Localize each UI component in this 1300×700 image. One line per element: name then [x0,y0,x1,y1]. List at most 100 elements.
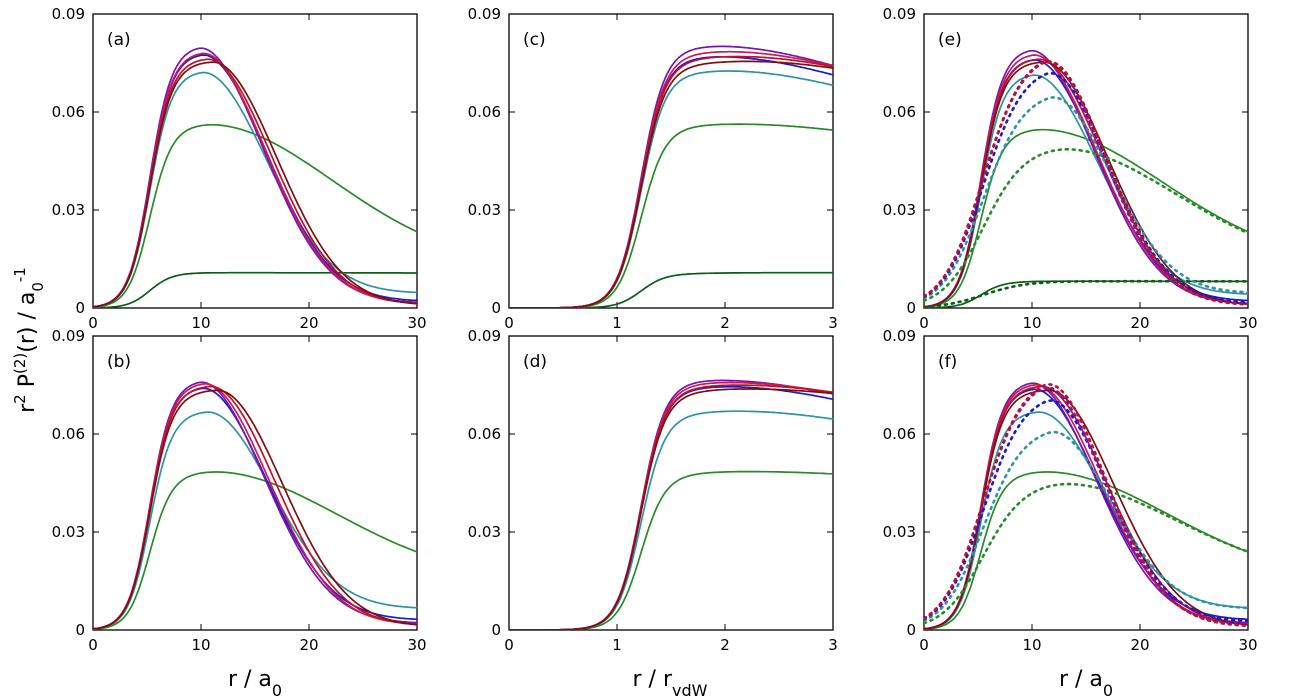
y-tick-label: 0.03 [52,523,85,541]
series-line-s7 [509,55,833,308]
x-tick-label: 0 [88,314,98,332]
plot-frame [508,335,834,631]
y-tick-label: 0 [906,299,916,317]
x-tick-label: 0 [504,314,514,332]
series-line-s6 [509,381,833,630]
panel-b: 0 10 20 30 0 0.03 0.06 0.09 (b) [52,327,427,654]
x-tick-label: 10 [1022,314,1041,332]
x-tick-label: 10 [191,636,210,654]
series-line-s5 [509,45,833,308]
x-tick-label: 30 [1238,636,1257,654]
series-line-s3 [924,411,1248,630]
series-line-s3-dotted [924,430,1248,623]
x-tick-label: 30 [1238,314,1257,332]
plot-frame [92,13,418,309]
series-line-s2-dotted [924,482,1248,625]
y-tick-label: 0 [75,299,85,317]
series-line-s6 [93,52,417,308]
x-axis-label-right: r / a0 [1059,667,1113,700]
x-tick-label: 0 [919,314,929,332]
panel-label: (e) [938,30,962,50]
panel-label: (b) [107,352,131,372]
y-tick-label: 0.09 [52,5,85,23]
x-label-right-base: r / a [1059,667,1103,692]
series-line-s7 [93,385,417,630]
y-tick-label: 0.09 [468,5,501,23]
x-label-left-sub: 0 [272,681,282,700]
x-label-left-base: r / a [228,667,272,692]
series-line-s6 [924,54,1248,308]
y-label-mid: P [15,374,40,394]
x-tick-label: 3 [828,314,838,332]
x-tick-label: 20 [1130,314,1149,332]
x-tick-label: 30 [407,636,426,654]
series-line-s5 [93,381,417,630]
series-line-s5 [93,47,417,308]
series-line-s8 [509,60,833,308]
series-line-s2 [509,123,833,308]
x-tick-label: 2 [720,636,730,654]
y-tick-label: 0.03 [883,201,916,219]
series-line-s8 [924,61,1248,308]
panel-label: (c) [523,30,546,50]
series-line-s7 [509,384,833,630]
panel-f: 0 10 20 30 0 0.03 0.06 0.09 (f) [883,327,1258,654]
plot-frame [923,335,1249,631]
y-tick-label: 0.06 [468,103,501,121]
y-tick-label: 0 [75,621,85,639]
series-line-s5 [924,49,1248,308]
y-label-mid2: (r) / a [15,292,40,353]
y-label-sup2: (2) [11,353,29,374]
series-line-s8 [924,389,1248,630]
y-tick-label: 0.09 [468,327,501,345]
series-line-s4 [93,54,417,308]
series-line-s3-dotted [924,96,1248,300]
y-label-sup1: 2 [11,394,29,404]
panel-label: (d) [523,352,547,372]
x-tick-label: 0 [504,636,514,654]
y-tick-label: 0.06 [52,425,85,443]
series-line-s3 [93,411,417,630]
y-tick-label: 0.06 [468,425,501,443]
x-label-middle-base: r / r [633,667,673,692]
y-tick-label: 0.06 [52,103,85,121]
series-line-s5-dotted [924,60,1248,306]
series-line-s7-dotted [924,60,1248,306]
x-label-right-sub: 0 [1103,681,1113,700]
x-tick-label: 30 [407,314,426,332]
series-line-s3 [93,71,417,308]
series-line-s8 [509,388,833,630]
y-tick-label: 0.03 [468,523,501,541]
series-line-s1 [93,271,417,308]
x-tick-label: 10 [1022,636,1041,654]
series-line-s7 [924,385,1248,630]
y-tick-label: 0 [491,299,501,317]
panel-label: (a) [107,30,131,50]
y-tick-label: 0.06 [883,425,916,443]
panel-label: (f) [938,352,957,372]
series-line-s3 [509,410,833,630]
series-line-s4 [509,55,833,308]
series-line-s1 [509,271,833,308]
panel-c: 0 1 2 3 0 0.03 0.06 0.09 (c) [468,5,838,332]
series-line-s8 [93,61,417,308]
x-tick-label: 1 [612,636,622,654]
series-line-s4-dotted [924,71,1248,304]
x-tick-label: 0 [88,636,98,654]
x-tick-label: 2 [720,314,730,332]
y-tick-label: 0.06 [883,103,916,121]
series-line-s4 [924,59,1248,308]
plot-frame [92,335,418,631]
plot-frame [508,13,834,309]
series-line-s4 [93,387,417,630]
x-tick-label: 20 [299,314,318,332]
series-line-s4 [509,385,833,630]
panel-e: 0 10 20 30 0 0.03 0.06 0.09 (e) [883,5,1258,332]
series-line-s5 [924,382,1248,630]
series-line-s2 [93,471,417,630]
x-label-middle-sub: vdW [672,681,708,700]
series-line-s7-dotted [924,383,1248,628]
y-tick-label: 0.09 [52,327,85,345]
